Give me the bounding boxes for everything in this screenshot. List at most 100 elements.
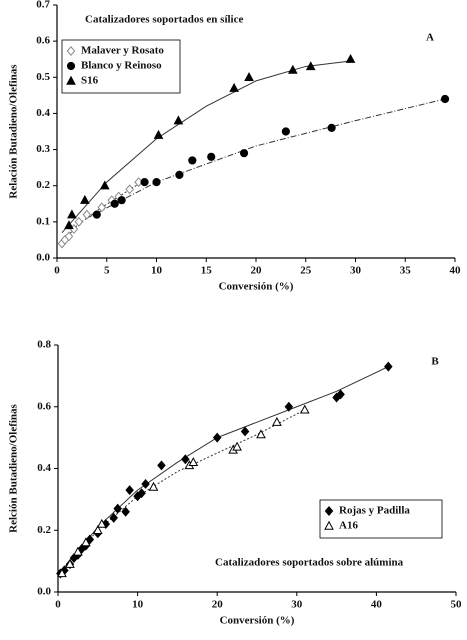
legend-label: S16 bbox=[81, 75, 99, 87]
data-point bbox=[157, 460, 166, 471]
x-tick-label: 30 bbox=[291, 599, 303, 611]
x-axis-title: Conversión (%) bbox=[219, 281, 294, 293]
fit-line bbox=[57, 409, 305, 576]
data-point bbox=[64, 220, 74, 230]
legend-marker bbox=[66, 75, 76, 85]
x-tick-label: 40 bbox=[371, 599, 383, 611]
x-tick-label: 40 bbox=[450, 265, 462, 277]
panel-label: A bbox=[426, 32, 434, 44]
x-tick-label: 0 bbox=[54, 265, 60, 277]
fit-line bbox=[61, 60, 351, 234]
data-point bbox=[239, 149, 249, 158]
data-point bbox=[92, 210, 101, 219]
data-point bbox=[117, 196, 126, 205]
data-point bbox=[240, 426, 250, 437]
x-tick-label: 30 bbox=[350, 265, 362, 277]
y-tick-label: 0.4 bbox=[37, 462, 51, 474]
data-point bbox=[287, 64, 298, 74]
legend-box bbox=[319, 499, 443, 539]
data-point bbox=[99, 180, 110, 190]
data-point bbox=[229, 82, 239, 92]
y-tick-label: 0.0 bbox=[37, 586, 51, 598]
legend-marker bbox=[324, 520, 334, 530]
data-point bbox=[327, 123, 336, 132]
legend-box bbox=[61, 39, 181, 94]
legend-label: Rojas y Padilla bbox=[339, 505, 410, 517]
data-point bbox=[181, 454, 190, 465]
data-point bbox=[175, 170, 184, 179]
x-tick-label: 20 bbox=[212, 599, 224, 611]
data-point bbox=[121, 506, 130, 517]
data-point bbox=[305, 61, 316, 71]
data-point bbox=[148, 481, 159, 491]
data-point bbox=[188, 457, 199, 467]
data-point bbox=[256, 429, 266, 439]
y-tick-label: 0.7 bbox=[36, 0, 50, 11]
x-tick-label: 35 bbox=[400, 265, 412, 277]
data-point bbox=[110, 199, 119, 208]
data-point bbox=[152, 178, 161, 187]
y-axis-title: Relción Butadieno/Olefinas bbox=[8, 403, 20, 532]
data-point bbox=[153, 129, 164, 139]
y-tick-label: 0.8 bbox=[37, 339, 51, 351]
data-point bbox=[65, 558, 75, 568]
data-point bbox=[67, 209, 77, 219]
data-point bbox=[272, 416, 282, 426]
data-point bbox=[109, 512, 118, 523]
data-point bbox=[97, 202, 107, 213]
y-tick-label: 0.6 bbox=[37, 400, 51, 412]
data-point bbox=[345, 53, 356, 63]
x-tick-label: 10 bbox=[151, 265, 163, 277]
data-point bbox=[81, 537, 91, 547]
legend-marker bbox=[324, 506, 334, 516]
data-point bbox=[281, 127, 290, 136]
y-tick-label: 0.3 bbox=[36, 143, 50, 155]
legend-marker bbox=[66, 46, 76, 56]
x-tick-label: 50 bbox=[451, 599, 463, 611]
chart-title: Catalizadores soportados en sílice bbox=[85, 14, 243, 26]
data-point bbox=[85, 534, 95, 545]
chart: 0 10 20 30 40 50 0.0 0.2 0.4 0.6 0.8 Conversión (%)… bbox=[8, 339, 462, 627]
data-point bbox=[82, 209, 92, 220]
data-point bbox=[440, 94, 450, 104]
data-point bbox=[140, 178, 149, 187]
panel-label: B bbox=[431, 356, 439, 368]
data-point bbox=[336, 389, 345, 400]
data-point bbox=[284, 401, 294, 412]
x-tick-label: 25 bbox=[300, 265, 312, 277]
x-tick-label: 10 bbox=[132, 599, 144, 611]
x-axis-title: Conversión (%) bbox=[220, 615, 295, 627]
data-point bbox=[57, 568, 67, 578]
legend-label: Blanco y Reinoso bbox=[81, 60, 162, 72]
legend-label: A16 bbox=[339, 520, 358, 532]
data-point bbox=[125, 184, 134, 195]
x-tick-label: 0 bbox=[55, 599, 61, 611]
fit-line bbox=[86, 98, 446, 219]
data-point bbox=[141, 478, 150, 489]
y-tick-label: 0.0 bbox=[36, 252, 50, 264]
data-point bbox=[92, 524, 103, 534]
data-point bbox=[173, 115, 184, 125]
data-point bbox=[96, 518, 107, 528]
data-point bbox=[232, 441, 242, 451]
x-tick-label: 5 bbox=[104, 265, 110, 277]
y-tick-label: 0.6 bbox=[36, 35, 50, 47]
data-point bbox=[125, 485, 134, 496]
data-point bbox=[299, 404, 310, 414]
data-point bbox=[188, 156, 197, 165]
x-tick-label: 20 bbox=[251, 265, 263, 277]
data-point bbox=[80, 194, 90, 204]
chart: 0 5 10 15 20 25 30 35 40 0.0 0.1 0.2 0.3 0.4 0.5 0.6 0.7… bbox=[8, 0, 461, 293]
data-point bbox=[64, 231, 74, 242]
data-point bbox=[212, 432, 222, 443]
data-point bbox=[207, 152, 216, 161]
chart-title: Catalizadores soportados sobre alúmina bbox=[215, 557, 404, 569]
y-tick-label: 0.1 bbox=[36, 215, 50, 227]
y-tick-label: 0.2 bbox=[36, 179, 50, 191]
legend-label: Malaver y Rosato bbox=[81, 45, 164, 57]
y-tick-label: 0.5 bbox=[36, 71, 50, 83]
legend-marker bbox=[66, 61, 76, 71]
data-point bbox=[384, 361, 393, 372]
